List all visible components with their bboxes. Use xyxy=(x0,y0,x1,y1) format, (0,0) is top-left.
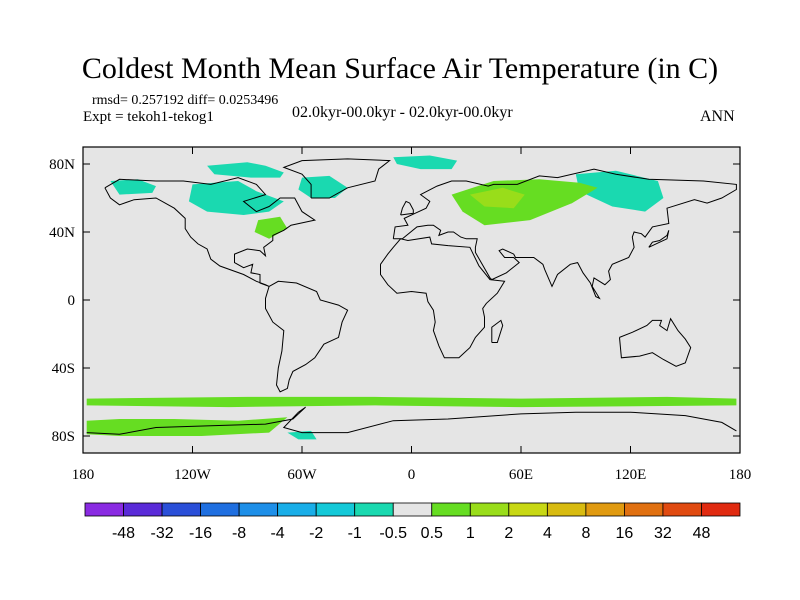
colorbar-label: -8 xyxy=(232,525,246,542)
colorbar: -48 -32 -16 -8 -4 -2 -1 -0.5 0.5 1 2 4 8 16 32 48 xyxy=(84,502,741,542)
colorbar-swatch xyxy=(662,502,702,517)
y-tick-label: 80N xyxy=(49,157,75,173)
coastline xyxy=(265,280,349,393)
colorbar-label: 48 xyxy=(693,525,711,542)
anomaly-region xyxy=(207,162,284,178)
colorbar-label: 8 xyxy=(581,525,590,542)
x-tick-label: 60W xyxy=(287,467,317,483)
coastline xyxy=(392,168,737,300)
colorbar-label: -4 xyxy=(270,525,284,542)
colorbar-swatch xyxy=(161,502,201,517)
anomaly-region xyxy=(188,181,284,215)
coastline xyxy=(491,319,504,343)
coastline xyxy=(282,158,391,199)
x-tick-label: 180 xyxy=(729,467,752,483)
anomaly-region xyxy=(254,216,288,239)
colorbar-label: -0.5 xyxy=(379,525,407,542)
y-tick-label: 40N xyxy=(49,225,75,241)
colorbar-label: -16 xyxy=(189,525,212,542)
x-tick-label: 120E xyxy=(615,467,647,483)
anomaly-region xyxy=(469,187,525,209)
colorbar-label: 4 xyxy=(543,525,552,542)
chart-title: Coldest Month Mean Surface Air Temperatu… xyxy=(81,52,719,85)
colorbar-label: -48 xyxy=(112,525,135,542)
anomaly-region xyxy=(86,396,737,408)
coastline xyxy=(400,200,414,216)
colorbar-label: 32 xyxy=(654,525,672,542)
colorbar-swatch xyxy=(200,502,240,517)
colorbar-label: 1 xyxy=(466,525,475,542)
colorbar-swatch xyxy=(315,502,356,517)
colorbar-label: -2 xyxy=(309,525,323,542)
colorbar-swatch xyxy=(277,502,317,517)
anomaly-region xyxy=(393,155,458,170)
colorbar-swatch xyxy=(546,502,587,517)
coastline xyxy=(86,406,737,435)
colorbar-swatch xyxy=(84,502,124,517)
colorbar-swatch xyxy=(624,502,664,517)
colorbar-swatch xyxy=(431,502,471,517)
colorbar-label: 2 xyxy=(504,525,513,542)
colorbar-swatch xyxy=(508,502,548,517)
stats-label: rmsd= 0.257192 diff= 0.0253496 xyxy=(92,93,279,108)
map-axes: 180 120W 60W 0 60E 120E 180 80N 40N 0 40S 80S xyxy=(49,146,752,483)
colorbar-swatch xyxy=(701,502,741,517)
coastline xyxy=(648,230,670,248)
coastline xyxy=(104,177,317,287)
colorbar-swatch xyxy=(354,502,394,517)
colorbar-swatch xyxy=(238,502,279,517)
colorbar-label: 16 xyxy=(616,525,634,542)
x-tick-label: 120W xyxy=(174,467,212,483)
x-tick-label: 0 xyxy=(408,467,416,483)
colorbar-label: -1 xyxy=(348,525,362,542)
y-tick-label: 0 xyxy=(68,293,76,309)
y-tick-label: 40S xyxy=(52,361,75,377)
season-label: ANN xyxy=(700,108,735,125)
y-tick-label: 80S xyxy=(52,429,75,445)
x-tick-label: 60E xyxy=(509,467,533,483)
colorbar-label: -32 xyxy=(151,525,174,542)
colorbar-swatch xyxy=(469,502,510,517)
coastline xyxy=(380,236,506,359)
anomaly-region xyxy=(451,179,598,226)
period-label: 02.0kyr-00.0kyr - 02.0kyr-00.0kyr xyxy=(292,104,513,121)
experiment-label: Expt = tekoh1-tekog1 xyxy=(83,109,214,125)
colorbar-label: 0.5 xyxy=(421,525,443,542)
colorbar-swatch xyxy=(123,502,163,517)
anomaly-region xyxy=(110,179,156,195)
x-tick-label: 180 xyxy=(72,467,95,483)
colorbar-swatch xyxy=(585,502,625,517)
map-area xyxy=(83,147,740,453)
colorbar-swatch xyxy=(392,502,433,517)
anomaly-region xyxy=(575,170,664,212)
coastline xyxy=(619,317,692,367)
